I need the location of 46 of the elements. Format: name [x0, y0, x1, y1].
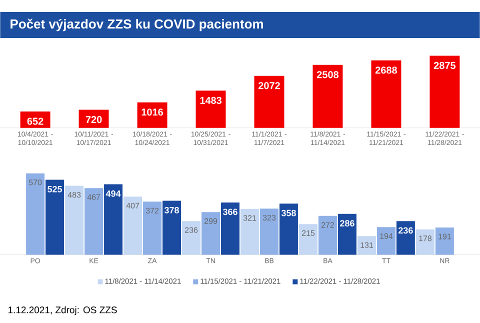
data-label: 494: [106, 190, 121, 197]
data-label: 1016: [142, 108, 164, 116]
data-label: 366: [222, 208, 238, 216]
bar: [26, 174, 45, 255]
bar: [104, 184, 123, 255]
data-label: 1483: [200, 97, 222, 104]
bar: [299, 224, 318, 255]
data-label: 2875: [434, 62, 456, 70]
bar: [124, 196, 142, 255]
data-label: 378: [164, 207, 179, 214]
bar: [240, 209, 260, 255]
data-label: 720: [86, 116, 102, 124]
data-label: 525: [48, 186, 62, 193]
bar: [371, 60, 402, 128]
bar: [143, 202, 162, 255]
bar: [396, 221, 415, 255]
bar: [65, 186, 84, 255]
bar: [416, 229, 434, 255]
data-label: 2688: [375, 66, 398, 74]
bar: [435, 228, 454, 255]
bar: [137, 102, 168, 128]
bar: [318, 216, 337, 255]
bar: [162, 200, 181, 255]
bar: [196, 90, 226, 128]
data-label: 2072: [258, 82, 280, 90]
data-label: 652: [27, 118, 44, 125]
bar: [46, 180, 64, 255]
data-label: 286: [340, 220, 354, 227]
data-label: 236: [398, 227, 413, 234]
bar: [430, 56, 460, 128]
bar: [182, 221, 201, 255]
bar: [84, 188, 104, 255]
data-label: 2508: [316, 71, 339, 78]
bar: [312, 65, 343, 128]
bar: [260, 208, 278, 255]
bar: [254, 76, 284, 128]
chart-title: Počet výjazdov ZZS ku COVID pacientom: [10, 18, 263, 32]
bar: [221, 202, 240, 255]
bar: [78, 110, 109, 128]
bar: [202, 212, 220, 255]
bar: [338, 214, 356, 255]
data-label: 358: [281, 210, 296, 216]
bar: [279, 204, 298, 255]
text: 1.12.2021, Zdroj: OS ZZS: [8, 306, 117, 316]
bar: [357, 236, 376, 255]
bar: [376, 227, 396, 255]
